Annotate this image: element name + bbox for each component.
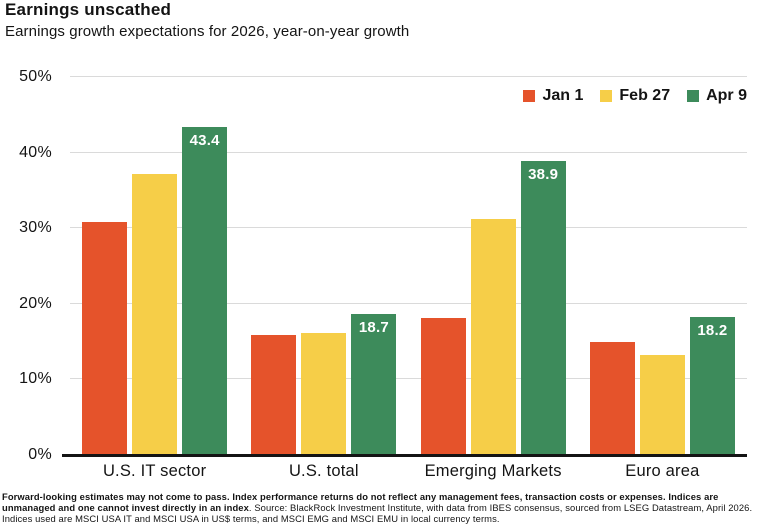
chart-subtitle: Earnings growth expectations for 2026, y…	[5, 23, 410, 40]
y-axis-labels: 0% 10% 20% 30% 40% 50%	[0, 68, 52, 463]
y-axis-tick-label: 50%	[19, 68, 52, 85]
x-axis-category-label: U.S. IT sector	[102, 462, 207, 480]
x-axis-category-label: Euro area	[625, 462, 700, 480]
bar-group: 18.7	[251, 77, 397, 455]
gridline	[70, 76, 747, 77]
x-axis-labels: U.S. IT sector U.S. total Emerging Markets…	[70, 462, 747, 481]
footnote-regular-text: . Source: BlackRock Investment Institute…	[2, 501, 753, 524]
bar-value-label: 43.4	[189, 131, 220, 149]
bar-group: 18.2	[589, 77, 735, 455]
bar-group: 38.9	[420, 77, 566, 455]
x-axis-line	[62, 454, 747, 457]
legend-label: Jan 1	[542, 87, 584, 104]
y-axis-tick-label: 30%	[19, 219, 52, 237]
bar-value-label: 38.9	[528, 165, 559, 183]
footnote: Forward-looking estimates may not come t…	[2, 491, 756, 525]
legend-swatch-icon	[523, 90, 536, 102]
gridline	[70, 378, 747, 380]
bar	[589, 342, 635, 455]
footnote-bold-text: Forward-looking estimates may not come t…	[2, 491, 719, 513]
legend-item: Apr 9	[687, 87, 747, 105]
bar-group-cell: 38.9	[409, 77, 578, 455]
x-axis-category-label: U.S. total	[288, 462, 359, 480]
bar	[639, 355, 685, 455]
bar-group-cell: 43.4	[70, 77, 239, 455]
bar	[251, 334, 297, 455]
y-axis-tick-label: 20%	[19, 294, 52, 312]
plot-area: 43.4 18.7 38.9 18.2	[62, 76, 747, 457]
chart-title: Earnings unscathed	[5, 0, 172, 19]
legend-swatch-icon	[600, 90, 613, 102]
bar-value-label: 18.7	[358, 318, 389, 336]
bar-group-cell: 18.2	[578, 77, 747, 455]
bar-group: 43.4	[82, 77, 228, 455]
bar	[132, 173, 178, 455]
legend-item: Feb 27	[600, 87, 670, 105]
bar	[301, 332, 347, 455]
bar: 43.4	[182, 126, 228, 455]
legend-item: Jan 1	[523, 87, 583, 105]
bar: 18.7	[351, 313, 397, 455]
bar	[420, 318, 466, 455]
gridline	[70, 227, 747, 229]
legend-label: Apr 9	[706, 87, 747, 104]
y-axis-tick-label: 40%	[19, 143, 52, 161]
bar	[82, 222, 128, 455]
y-axis-tick-label: 0%	[28, 446, 52, 463]
bar-value-label: 18.2	[697, 322, 728, 340]
bar-groups: 43.4 18.7 38.9 18.2	[70, 77, 747, 455]
x-axis-category-label: Emerging Markets	[424, 462, 562, 480]
bar: 18.2	[689, 317, 735, 455]
bar: 38.9	[520, 160, 566, 455]
chart-legend: Jan 1 Feb 27 Apr 9	[523, 87, 747, 105]
y-axis-tick-label: 10%	[19, 370, 52, 388]
gridline	[70, 151, 747, 153]
legend-label: Feb 27	[619, 87, 671, 104]
bar	[470, 219, 516, 455]
gridline	[70, 302, 747, 304]
bar-group-cell: 18.7	[239, 77, 408, 455]
legend-swatch-icon	[687, 90, 700, 102]
